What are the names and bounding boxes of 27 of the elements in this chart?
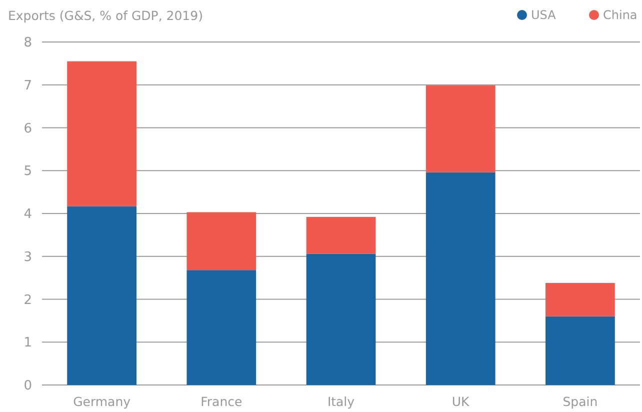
y-tick-label: 2 xyxy=(24,292,32,308)
chart-title: Exports (G&S, % of GDP, 2019) xyxy=(8,8,203,23)
bar xyxy=(186,270,256,385)
bar xyxy=(426,85,496,172)
bar xyxy=(67,61,136,206)
bar xyxy=(67,206,136,385)
y-tick-label: 3 xyxy=(24,250,32,265)
y-tick-label: 7 xyxy=(24,78,32,94)
bar xyxy=(306,216,376,254)
bar xyxy=(306,254,376,385)
y-tick-label: 8 xyxy=(24,36,32,51)
legend-label: China xyxy=(603,8,638,22)
x-tick-label: UK xyxy=(452,394,470,409)
x-tick-label: Germany xyxy=(73,394,132,409)
bar xyxy=(546,316,615,385)
y-tick-label: 5 xyxy=(24,164,32,180)
y-tick-label: 4 xyxy=(24,207,32,222)
x-tick-label: France xyxy=(200,394,242,409)
x-tick-label: Spain xyxy=(562,394,598,409)
legend-label: USA xyxy=(531,8,557,22)
bar xyxy=(426,172,496,385)
y-tick-label: 6 xyxy=(24,121,32,136)
bar xyxy=(186,212,256,270)
y-tick-label: 0 xyxy=(24,378,32,394)
y-tick-label: 1 xyxy=(24,336,32,351)
bar xyxy=(546,282,615,316)
x-tick-label: Italy xyxy=(327,394,356,409)
